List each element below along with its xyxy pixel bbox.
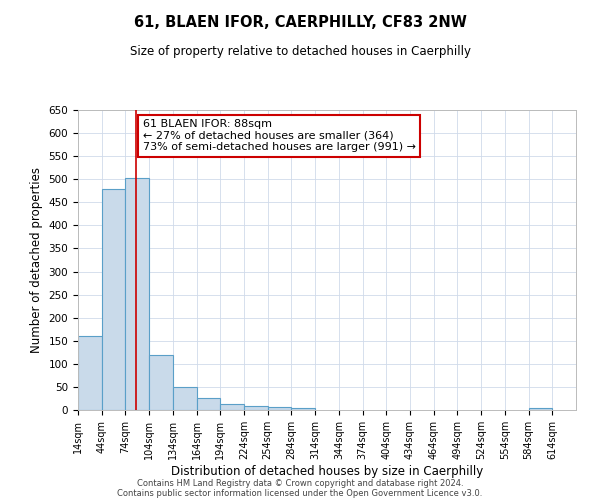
Text: Contains public sector information licensed under the Open Government Licence v3: Contains public sector information licen…	[118, 488, 482, 498]
Text: 61, BLAEN IFOR, CAERPHILLY, CF83 2NW: 61, BLAEN IFOR, CAERPHILLY, CF83 2NW	[134, 15, 466, 30]
Bar	[102, 190, 125, 410]
Y-axis label: Number of detached properties: Number of detached properties	[30, 167, 43, 353]
Text: 61 BLAEN IFOR: 88sqm
← 27% of detached houses are smaller (364)
73% of semi-deta: 61 BLAEN IFOR: 88sqm ← 27% of detached h…	[143, 119, 416, 152]
Text: Size of property relative to detached houses in Caerphilly: Size of property relative to detached ho…	[130, 45, 470, 58]
Bar	[529, 408, 552, 410]
Bar	[125, 178, 149, 410]
Text: Contains HM Land Registry data © Crown copyright and database right 2024.: Contains HM Land Registry data © Crown c…	[137, 478, 463, 488]
Bar	[292, 408, 315, 410]
Bar	[220, 404, 244, 410]
Bar	[268, 407, 292, 410]
X-axis label: Distribution of detached houses by size in Caerphilly: Distribution of detached houses by size …	[171, 464, 483, 477]
Bar	[78, 336, 102, 410]
Bar	[173, 387, 197, 410]
Bar	[244, 406, 268, 410]
Bar	[149, 354, 173, 410]
Bar	[197, 398, 220, 410]
